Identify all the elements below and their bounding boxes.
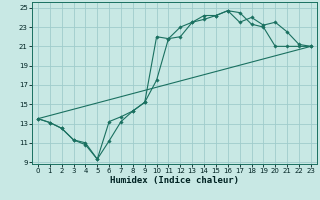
X-axis label: Humidex (Indice chaleur): Humidex (Indice chaleur) (110, 176, 239, 185)
